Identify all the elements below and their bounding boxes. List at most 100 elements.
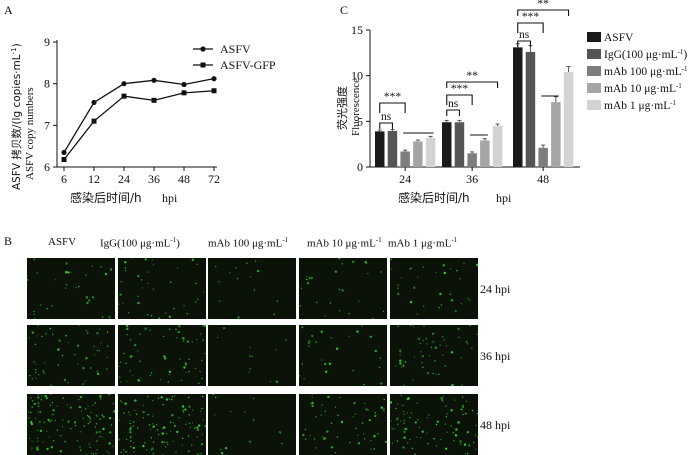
panel-c-xtick-label: 36: [466, 172, 478, 186]
panel-b-micrograph: [118, 394, 206, 455]
panel-b-micrograph: [299, 325, 387, 386]
panel-a-point-square: [121, 93, 127, 99]
panel-c-bar: [375, 131, 385, 167]
panel-a-xtick-label: 6: [61, 172, 67, 186]
panel-c-xtick-label: 48: [537, 172, 549, 186]
panel-c-bar: [454, 122, 465, 167]
panel-c-legend-swatch: [587, 66, 601, 76]
panel-c-ytick-label: 0: [357, 160, 363, 174]
panel-a-legend-label: ASFV: [220, 42, 251, 56]
panel-c-bar: [525, 51, 536, 167]
panel-c-bar: [387, 130, 398, 167]
panel-c-legend-swatch: [587, 83, 601, 93]
panel-c-sig-bracket: [517, 22, 544, 33]
panel-c-sig-label: ***: [384, 91, 402, 103]
panel-c-sig-label: ***: [522, 11, 540, 23]
panel-a-ytick-label: 9: [44, 35, 50, 49]
panel-b-micrograph: [27, 258, 115, 319]
panel-c-sig-bracket: [446, 109, 460, 116]
panel-a-xtick-label: 48: [178, 172, 190, 186]
panel-c-bar: [513, 47, 523, 167]
panel-a-legend-label: ASFV-GFP: [220, 58, 276, 72]
panel-c-ylabel-cn: 荧光强度: [335, 86, 349, 130]
panel-c-sig-label: ns: [448, 98, 459, 110]
panel-a-series-line: [63, 90, 215, 160]
panel-a-point-circle: [121, 81, 127, 87]
panel-c-sig-label: **: [466, 70, 478, 82]
panel-a-point-square: [181, 90, 187, 96]
panel-c-legend-label: IgG(100 μg·mL-1): [604, 48, 687, 61]
panel-a-series-line: [63, 78, 215, 153]
panel-a-ylabel-line2: ASFV copy numbers: [24, 87, 36, 180]
panel-a-point-circle: [181, 81, 187, 88]
panel-a-ylabel-line1: ASFV 拷贝数/(lg copies·mL-1): [10, 43, 23, 190]
panel-b-micrograph: [118, 258, 206, 319]
panel-b-letter: B: [4, 234, 13, 248]
panel-b-row-label: 48 hpi: [480, 418, 511, 432]
panel-a-point-square: [61, 157, 67, 162]
panel-a-point-circle: [91, 99, 97, 106]
panel-b-row-label: 24 hpi: [480, 282, 511, 296]
panel-c-letter: C: [340, 3, 348, 17]
panel-c-bar: [413, 141, 423, 167]
panel-a-xtick-label: 72: [208, 172, 220, 186]
panel-b-micrograph: [208, 325, 296, 386]
panel-c-ylabel-en: Fluorescence: [350, 78, 362, 136]
panel-a-point-circle: [211, 76, 217, 82]
panel-c-ytick-label: 10: [351, 69, 363, 83]
panel-c-ytick-label: 15: [351, 23, 363, 37]
panel-b-column-header: ASFV: [48, 236, 77, 248]
panel-a-point-square: [211, 88, 217, 94]
panel-a-letter: A: [4, 3, 13, 17]
panel-b-micrograph: [208, 258, 296, 319]
panel-c-legend-label: mAb 1 μg·mL-1: [604, 99, 677, 112]
panel-c-legend-label: mAb 100 μg·mL-1: [604, 65, 688, 78]
panel-c-bar: [442, 122, 452, 167]
panel-c-sig-label: ***: [451, 83, 469, 95]
panel-b-micrograph: [27, 394, 115, 455]
panel-c-legend-label: ASFV: [604, 32, 634, 44]
panel-c-legend-label: mAb 10 μg·mL-1: [604, 82, 682, 95]
panel-a-xtick-label: 36: [148, 172, 160, 186]
panel-c-bar: [400, 151, 410, 167]
panel-a-ytick-label: 7: [44, 118, 50, 132]
panel-b-micrograph: [390, 394, 478, 455]
panel-a-xlabel-cn: 感染后时间/h: [70, 190, 142, 205]
panel-a-ytick-label: 8: [44, 77, 50, 91]
panel-c-bar: [425, 137, 436, 167]
panel-b-micrograph: [390, 325, 478, 386]
panel-a-point-square: [91, 118, 97, 124]
panel-c-bar: [551, 102, 561, 167]
panel-c-xlabel-cn: 感染后时间/h: [398, 190, 470, 205]
panel-c-sig-bracket: [517, 9, 570, 16]
panel-a-point-circle: [61, 149, 67, 156]
panel-a-xtick-label: 24: [118, 172, 130, 186]
panel-c-legend-swatch: [587, 49, 601, 59]
panel-c-bar: [492, 125, 503, 167]
panel-c-sig-label: ns: [381, 111, 392, 123]
panel-c-bar: [563, 72, 574, 167]
panel-b-micrograph: [118, 325, 206, 386]
panel-b-row-label: 36 hpi: [480, 349, 511, 363]
panel-b-column-header: IgG(100 μg·mL-1): [100, 236, 180, 250]
panel-a-legend-marker: [200, 46, 206, 52]
panel-a-point-square: [151, 97, 157, 103]
panel-c-bar: [467, 153, 477, 167]
panel-c-sig-bracket: [446, 94, 473, 105]
panel-c-legend-swatch: [587, 32, 601, 42]
panel-c-sig-bracket: [517, 40, 531, 47]
panel-b-column-header: mAb 100 μg·mL-1: [208, 236, 289, 250]
panel-a-legend-marker: [200, 62, 206, 68]
panel-b-micrograph: [299, 394, 387, 455]
panel-a-xtick-label: 12: [88, 172, 100, 186]
panel-c-sig-label: ns: [519, 29, 530, 41]
panel-c-xlabel-en: hpi: [496, 191, 512, 205]
panel-a-point-circle: [151, 77, 157, 83]
panel-c-xtick-label: 24: [399, 172, 411, 186]
panel-b-micrograph: [27, 325, 115, 386]
panel-b-micrograph: [299, 258, 387, 319]
panel-c-sig-bracket: [446, 81, 499, 88]
panel-c-legend-swatch: [587, 100, 601, 110]
panel-a-xlabel-en: hpi: [162, 191, 178, 205]
panel-b-micrograph: [208, 394, 296, 455]
